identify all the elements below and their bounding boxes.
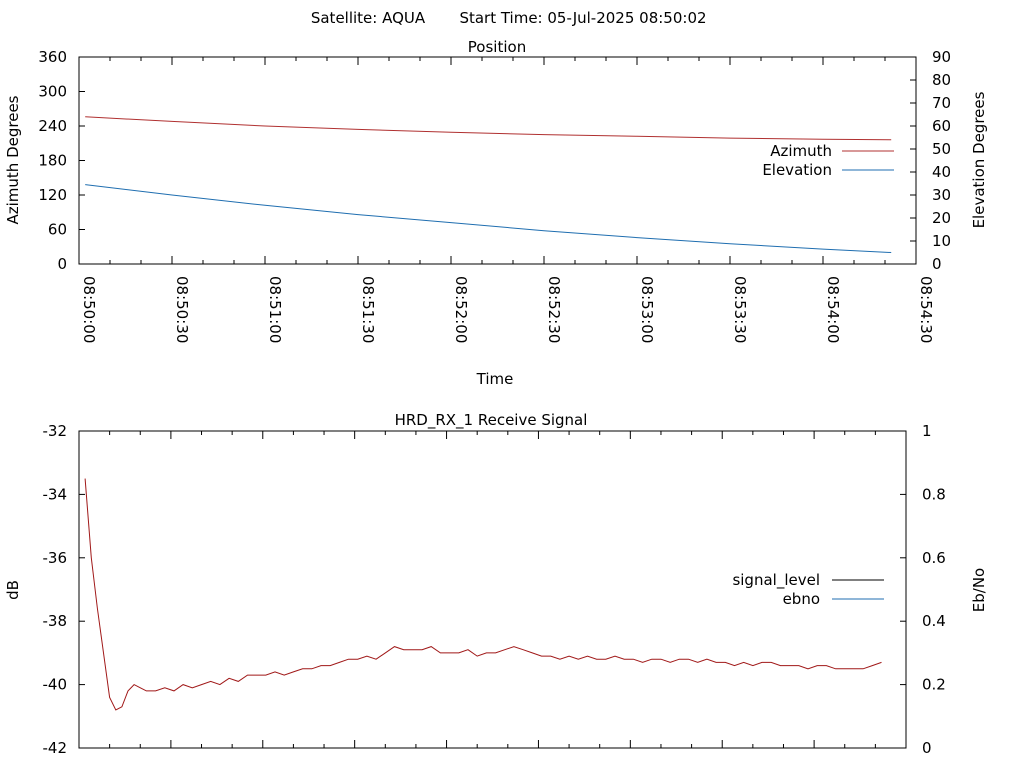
position-series-azimuth-line <box>85 116 892 141</box>
start-time-label: Start Time: 05-Jul-2025 08:50:02 <box>459 9 706 27</box>
signal-chart: HRD_RX_1 Receive Signal dB Eb/No -42-40-… <box>4 411 988 757</box>
position-x-tick-label: 08:54:00 <box>824 276 842 343</box>
position-y2-tick-label: 80 <box>932 71 951 89</box>
signal-y2-axis-label: Eb/No <box>970 568 988 612</box>
position-y-tick-label: 0 <box>57 255 67 273</box>
position-series-elevation-line <box>85 184 892 253</box>
position-x-tick-label: 08:52:00 <box>452 276 470 343</box>
signal-y-ticks: -42 -40 -38 -36 -34 -32 <box>43 422 85 757</box>
position-y-tick-label: 60 <box>48 221 67 239</box>
signal-y-axis-label: dB <box>4 580 22 600</box>
signal-chart-title: HRD_RX_1 Receive Signal <box>395 411 588 430</box>
signal-y2-tick-label: 0 <box>922 739 932 757</box>
legend-entry-label: ebno <box>783 590 820 608</box>
position-chart: Position Azimuth Degrees Elevation Degre… <box>4 38 988 388</box>
position-y-tick-label: 120 <box>38 186 67 204</box>
position-y2-tick-label: 60 <box>932 117 951 135</box>
signal-y-tick-label: -42 <box>43 739 68 757</box>
position-y2-tick-label: 70 <box>932 94 951 112</box>
signal-x-ticks <box>78 431 907 748</box>
position-chart-title: Position <box>468 38 526 56</box>
position-y2-tick-label: 90 <box>932 48 951 66</box>
position-x-tick-label: 08:52:30 <box>545 276 563 343</box>
signal-y-tick-label: -40 <box>43 676 68 694</box>
signal-y2-tick-label: 0.2 <box>922 676 946 694</box>
signal-y-tick-label: -36 <box>43 549 68 567</box>
position-x-tick-label: 08:51:00 <box>266 276 284 343</box>
position-y-tick-label: 240 <box>38 117 67 135</box>
legend-entry-label: Elevation <box>762 161 832 179</box>
position-y2-tick-label: 40 <box>932 163 951 181</box>
position-y-tick-label: 360 <box>38 48 67 66</box>
position-y2-tick-label: 0 <box>932 255 942 273</box>
position-y2-tick-label: 20 <box>932 209 951 227</box>
signal-y2-tick-label: 0.4 <box>922 612 946 630</box>
position-x-tick-label: 08:50:00 <box>80 276 98 343</box>
position-y-ticks: 0 60 120 180 240 300 360 <box>38 48 85 273</box>
position-x-axis-label: Time <box>476 370 514 388</box>
signal-y2-ticks: 0 0.2 0.4 0.6 0.8 1 <box>900 422 946 757</box>
legend-entry-label: signal_level <box>732 571 820 590</box>
signal-y2-tick-label: 0.8 <box>922 485 946 503</box>
signal-y-tick-label: -38 <box>43 612 68 630</box>
signal-y-tick-label: -32 <box>43 422 68 440</box>
position-x-ticks: 08:50:00 08:50:30 08:51:00 08:51:30 08:52:00… <box>78 57 935 343</box>
position-x-tick-label: 08:51:30 <box>359 276 377 343</box>
position-y2-tick-label: 50 <box>932 140 951 158</box>
position-y2-axis-label: Elevation Degrees <box>970 91 988 228</box>
signal-series <box>84 478 882 711</box>
position-x-tick-label: 08:50:30 <box>173 276 191 343</box>
signal-plot-frame <box>78 430 907 749</box>
signal-y2-tick-label: 1 <box>922 422 932 440</box>
position-y-tick-label: 180 <box>38 152 67 170</box>
position-x-tick-label: 08:54:30 <box>917 276 935 343</box>
position-y2-tick-label: 30 <box>932 186 951 204</box>
legend-entry-label: Azimuth <box>770 142 832 160</box>
satellite-label: Satellite: AQUA <box>311 9 426 27</box>
position-y-tick-label: 300 <box>38 83 67 101</box>
position-x-tick-label: 08:53:30 <box>731 276 749 343</box>
position-y2-ticks: 0 10 20 30 40 50 60 70 80 90 <box>910 48 951 273</box>
signal-y2-tick-label: 0.6 <box>922 549 946 567</box>
position-y-axis-label: Azimuth Degrees <box>4 95 22 224</box>
position-y2-tick-label: 10 <box>932 232 951 250</box>
signal-y-tick-label: -34 <box>43 485 68 503</box>
position-series <box>85 116 892 253</box>
signal-series-signal-level-line <box>84 478 882 711</box>
position-x-tick-label: 08:53:00 <box>638 276 656 343</box>
